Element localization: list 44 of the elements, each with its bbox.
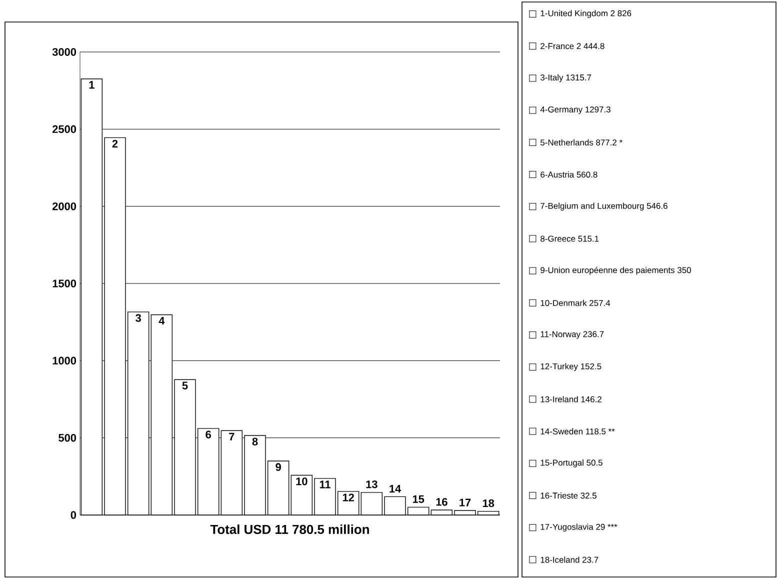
x-tick-label: 7 bbox=[229, 432, 234, 440]
x-tick-label: 14 bbox=[390, 484, 402, 492]
x-tick-label: 9 bbox=[276, 463, 281, 471]
text: 18-Iceland 23.7 bbox=[540, 556, 598, 563]
text: 15-Portugal 50.5 bbox=[540, 459, 602, 468]
y-tick-label: 1000 bbox=[52, 356, 76, 365]
y-tick-label: 3000 bbox=[52, 48, 76, 56]
text: 5-Netherlands 877.2 * bbox=[540, 139, 622, 146]
text: 11-Norway 236.7 bbox=[540, 331, 604, 339]
text: 1-United Kingdom 2 826 bbox=[540, 10, 632, 18]
text: 9-Union européenne des paiements 350 bbox=[540, 266, 691, 275]
text: 12-Turkey 152.5 bbox=[540, 363, 602, 372]
x-axis-title: Total USD 11 780.5 million bbox=[210, 524, 369, 534]
text: 14-Sweden 118.5 ** bbox=[540, 428, 615, 434]
x-tick-label: 5 bbox=[182, 382, 188, 390]
text: 10-Denmark 257.4 bbox=[540, 300, 610, 306]
y-tick-label: 2000 bbox=[52, 202, 76, 210]
text: 8-Greece 515.1 bbox=[540, 236, 599, 242]
x-tick-label: 4 bbox=[158, 316, 165, 325]
text: 13-Ireland 146.2 bbox=[540, 396, 602, 402]
text: 6-Austria 560.8 bbox=[540, 171, 598, 178]
x-tick-label: 10 bbox=[296, 477, 308, 486]
x-tick-label: 17 bbox=[460, 498, 471, 506]
x-tick-label: 15 bbox=[412, 495, 424, 503]
x-tick-label: 6 bbox=[206, 430, 211, 438]
text: 7-Belgium and Luxembourg 546.6 bbox=[540, 202, 668, 211]
x-tick-label: 3 bbox=[136, 314, 141, 322]
text: 17-Yugoslavia 29 *** bbox=[540, 524, 618, 532]
x-tick-label: 13 bbox=[366, 480, 378, 488]
y-tick-label: 0 bbox=[70, 511, 76, 519]
text: 2-France 2 444.8 bbox=[540, 43, 604, 50]
x-tick-label: 2 bbox=[112, 140, 118, 148]
y-tick-label: 1500 bbox=[52, 280, 76, 288]
y-tick-label: 500 bbox=[58, 434, 76, 442]
x-tick-label: 16 bbox=[436, 498, 448, 506]
text: 16-Trieste 32.5 bbox=[540, 492, 596, 499]
x-tick-label: 1 bbox=[89, 81, 94, 89]
x-tick-label: 12 bbox=[342, 494, 354, 502]
x-tick-label: 18 bbox=[482, 499, 494, 508]
x-tick-label: 11 bbox=[320, 480, 330, 488]
text: 3-Italy 1315.7 bbox=[540, 74, 592, 82]
text: 4-Germany 1297.3 bbox=[540, 106, 610, 114]
y-tick-label: 2500 bbox=[52, 125, 76, 134]
x-tick-label: 8 bbox=[252, 438, 258, 446]
